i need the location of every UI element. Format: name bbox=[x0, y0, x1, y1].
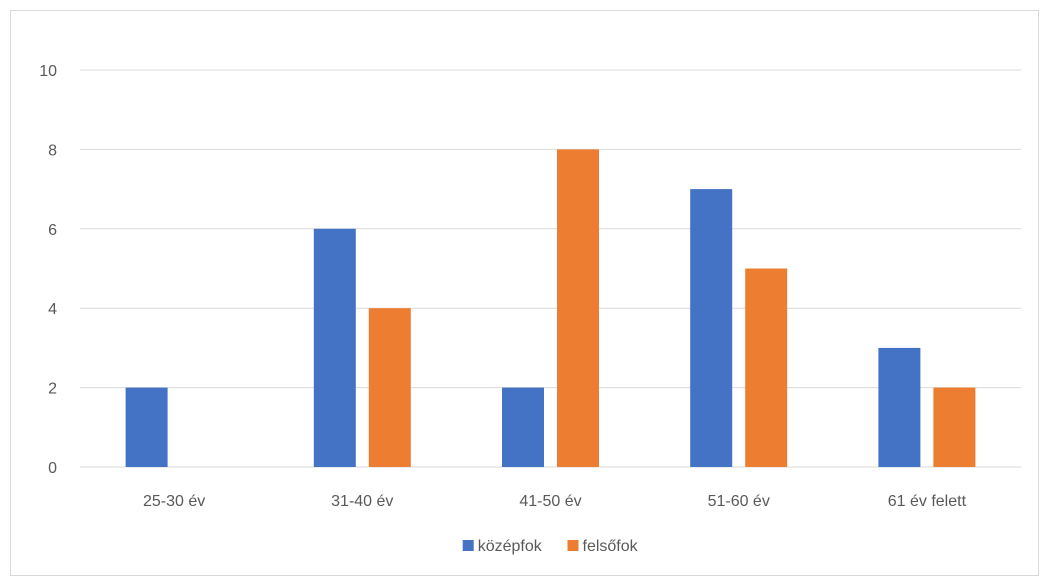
bars bbox=[125, 149, 976, 467]
bar-felsőfok-5 bbox=[933, 387, 976, 467]
bar-középfok-5 bbox=[878, 347, 921, 467]
x-tick-label: 51-60 év bbox=[708, 493, 770, 510]
y-tick-label: 6 bbox=[48, 222, 57, 239]
bar-középfok-3 bbox=[502, 387, 544, 467]
y-tick-label: 0 bbox=[48, 460, 57, 477]
chart-frame bbox=[10, 10, 1039, 576]
bar-felsőfok-4 bbox=[745, 268, 788, 467]
bar-középfok-1 bbox=[125, 387, 168, 467]
x-tick-label: 25-30 év bbox=[143, 493, 205, 510]
x-tick-label: 41-50 év bbox=[519, 493, 581, 510]
x-tick-label: 31-40 év bbox=[331, 493, 393, 510]
bar-középfok-4 bbox=[690, 189, 733, 467]
y-tick-label: 10 bbox=[39, 63, 57, 80]
legend-label: felsőfok bbox=[583, 538, 639, 555]
x-axis-ticks: 25-30 év 31-40 év 41-50 év 51-60 év 61 év fe… bbox=[143, 493, 967, 510]
y-tick-label: 4 bbox=[48, 301, 57, 318]
bar-felsőfok-2 bbox=[368, 308, 411, 467]
legend: középfok felsőfok bbox=[462, 538, 639, 555]
legend-swatch bbox=[567, 540, 579, 551]
y-tick-label: 2 bbox=[48, 381, 57, 398]
gridlines bbox=[80, 69, 1021, 468]
legend-swatch bbox=[462, 540, 474, 551]
y-axis-ticks: 0 2 4 6 8 10 bbox=[39, 63, 57, 477]
x-tick-label: 61 év felett bbox=[888, 493, 967, 510]
y-tick-label: 8 bbox=[48, 142, 57, 159]
bar-középfok-2 bbox=[313, 228, 356, 467]
bar-felsőfok-3 bbox=[557, 149, 599, 467]
legend-label: középfok bbox=[478, 538, 543, 555]
